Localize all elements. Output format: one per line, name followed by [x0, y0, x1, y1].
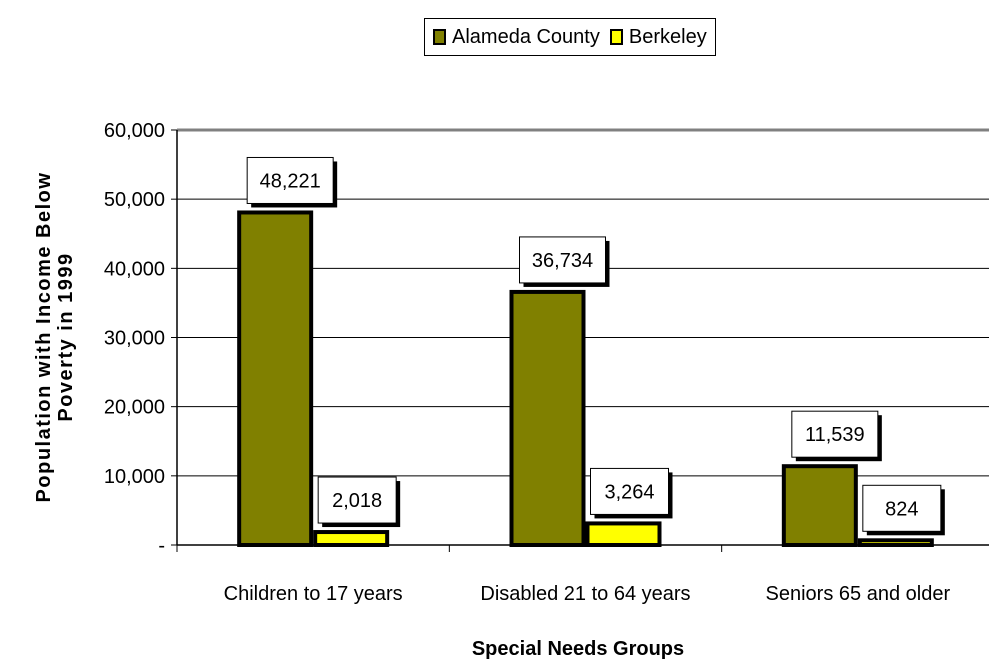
chart-legend: Alameda County Berkeley [424, 18, 716, 56]
x-axis-label: Special Needs Groups [472, 638, 684, 660]
axes: - 10,000 20,000 30,000 40,000 50,000 60,000 Chi… [104, 120, 989, 605]
bar [781, 464, 858, 547]
x-tick-label: Children to 17 years [224, 583, 403, 605]
x-tick-label: Disabled 21 to 64 years [480, 583, 690, 605]
data-label-box [862, 484, 942, 532]
data-label: 3,264 [604, 481, 654, 503]
y-tick-label: 10,000 [104, 466, 165, 488]
bar [509, 289, 586, 547]
data-label-box [317, 476, 397, 524]
y-axis-label-line: Population with Income Below [33, 172, 55, 503]
legend-label-series-1: Alameda County [452, 25, 600, 48]
bar [585, 521, 662, 548]
data-label: 36,734 [532, 250, 593, 272]
data-label: 48,221 [260, 170, 321, 192]
data-label-box [791, 410, 879, 458]
data-label: 824 [885, 498, 918, 520]
data-label-box [590, 467, 669, 515]
data-label: 2,018 [332, 490, 382, 512]
bars [237, 210, 934, 548]
legend-item-series-1: Alameda County [433, 26, 600, 49]
legend-swatch-series-2 [609, 29, 623, 45]
x-tick-label: Seniors 65 and older [766, 583, 951, 605]
data-labels: 48,221 2,018 36,734 3,264 11,539 824 [246, 156, 945, 536]
legend-label-series-2: Berkeley [628, 25, 707, 48]
y-tick-label: 50,000 [104, 189, 165, 211]
y-tick-label: - [158, 535, 165, 557]
y-tick-label: 30,000 [104, 328, 165, 350]
bar [313, 530, 390, 548]
y-tick-label: 40,000 [104, 258, 165, 280]
data-label: 11,539 [805, 424, 865, 446]
data-label-box [519, 236, 606, 284]
data-label-box [246, 156, 334, 204]
legend-item-series-2: Berkeley [609, 25, 707, 49]
bar [237, 210, 314, 548]
y-axis-label: Population with Income BelowPoverty in 1… [33, 172, 77, 503]
y-axis-label-line: Poverty in 1999 [55, 252, 77, 421]
y-tick-label: 60,000 [104, 120, 165, 142]
legend-swatch-series-1 [433, 29, 446, 45]
y-tick-label: 20,000 [104, 397, 165, 419]
